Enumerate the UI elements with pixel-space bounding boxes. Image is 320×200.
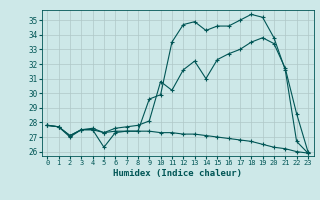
X-axis label: Humidex (Indice chaleur): Humidex (Indice chaleur) (113, 169, 242, 178)
